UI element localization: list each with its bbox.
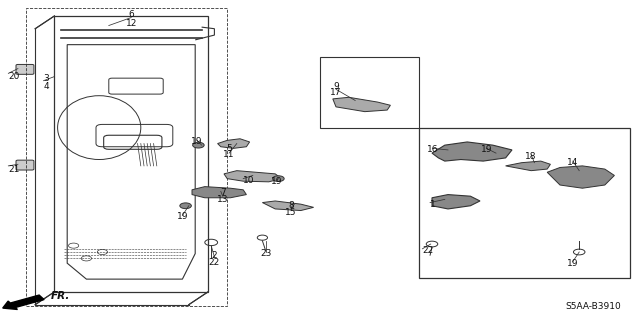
Polygon shape: [432, 195, 480, 209]
Text: 7: 7: [220, 189, 225, 197]
Text: 23: 23: [260, 249, 271, 258]
Text: 3: 3: [44, 74, 49, 83]
FancyArrow shape: [3, 295, 44, 309]
Text: 18: 18: [525, 152, 537, 161]
Text: 10: 10: [243, 176, 255, 185]
Text: 4: 4: [44, 82, 49, 91]
Circle shape: [273, 176, 284, 182]
Polygon shape: [547, 166, 614, 188]
Text: 19: 19: [567, 259, 579, 268]
Polygon shape: [224, 171, 282, 182]
Text: 19: 19: [271, 177, 282, 186]
Polygon shape: [506, 161, 550, 171]
Text: 19: 19: [177, 212, 188, 221]
Text: 11: 11: [223, 150, 235, 159]
Text: 22: 22: [209, 258, 220, 267]
Circle shape: [193, 142, 204, 148]
Text: 15: 15: [285, 208, 297, 217]
Text: 20: 20: [8, 72, 20, 81]
Text: 17: 17: [330, 88, 342, 97]
Text: 9: 9: [333, 82, 339, 91]
Text: FR.: FR.: [51, 291, 70, 301]
Polygon shape: [262, 201, 314, 211]
Text: 13: 13: [217, 195, 228, 204]
Text: 22: 22: [422, 246, 434, 255]
Text: 6: 6: [129, 10, 134, 19]
Polygon shape: [192, 187, 246, 198]
Polygon shape: [333, 97, 390, 112]
Text: 12: 12: [125, 19, 137, 28]
FancyBboxPatch shape: [16, 160, 34, 170]
FancyBboxPatch shape: [16, 64, 34, 74]
Text: 2: 2: [212, 251, 217, 260]
Text: 5: 5: [227, 144, 232, 153]
Text: 8: 8: [289, 201, 294, 210]
Polygon shape: [432, 142, 512, 161]
Text: 19: 19: [481, 145, 492, 154]
Text: 16: 16: [427, 145, 438, 154]
Text: 21: 21: [8, 165, 20, 174]
Text: 14: 14: [567, 158, 579, 167]
Text: 1: 1: [430, 200, 436, 209]
Circle shape: [180, 203, 191, 209]
Polygon shape: [218, 139, 250, 148]
Text: S5AA-B3910: S5AA-B3910: [565, 302, 621, 311]
Text: 19: 19: [191, 137, 203, 146]
